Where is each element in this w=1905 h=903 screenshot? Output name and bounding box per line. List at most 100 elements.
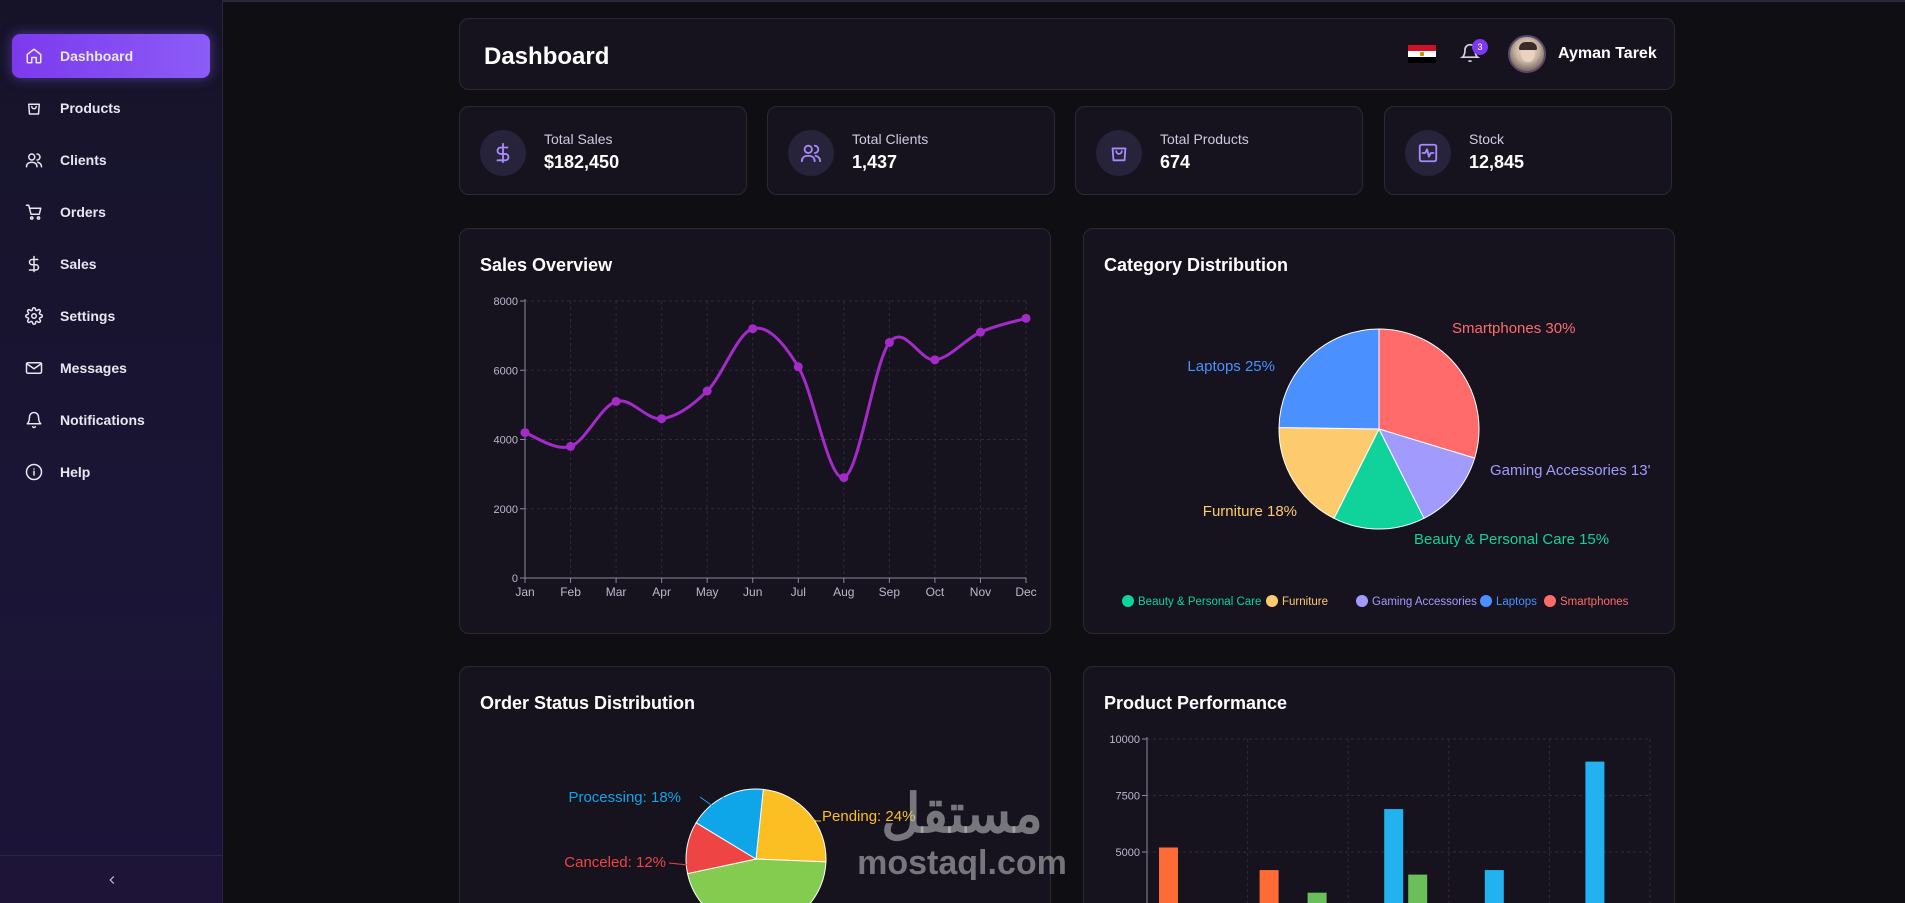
legend-item[interactable]: Furniture [1282, 596, 1328, 608]
performance-bar[interactable] [1484, 870, 1504, 903]
category-distribution-title: Category Distribution [1104, 255, 1289, 275]
sidebar-item-label: Dashboard [60, 48, 134, 64]
legend-item[interactable]: Smartphones [1560, 596, 1629, 608]
sidebar-item-orders[interactable]: Orders [12, 190, 210, 234]
legend-item[interactable]: Beauty & Personal Care [1138, 596, 1261, 608]
sidebar-nav: Dashboard Products Clients Orders Sales … [0, 0, 222, 494]
y-tick-label: 6000 [494, 365, 518, 377]
y-tick-label: 8000 [494, 296, 518, 308]
sidebar-item-sales[interactable]: Sales [12, 242, 210, 286]
sales-point[interactable] [793, 362, 803, 372]
sidebar-item-label: Orders [60, 204, 106, 220]
stat-label: Stock [1469, 131, 1505, 147]
sidebar-item-notifications[interactable]: Notifications [12, 398, 210, 442]
sidebar: Dashboard Products Clients Orders Sales … [0, 0, 223, 903]
page-title: Dashboard [484, 43, 610, 70]
sidebar-item-settings[interactable]: Settings [12, 294, 210, 338]
legend-swatch [1122, 595, 1134, 607]
legend-item[interactable]: Laptops [1496, 596, 1537, 608]
sidebar-item-dashboard[interactable]: Dashboard [12, 34, 210, 78]
stat-card-total-products[interactable]: Total Products 674 [1075, 106, 1363, 195]
sidebar-item-label: Clients [60, 152, 107, 168]
performance-bar[interactable] [1384, 809, 1404, 903]
legend-item[interactable]: Gaming Accessories [1372, 596, 1477, 608]
watermark-arabic: مستقل [881, 784, 1043, 844]
info-icon [24, 462, 44, 482]
sales-point[interactable] [975, 327, 985, 337]
performance-bar[interactable] [1259, 870, 1279, 903]
pie-slice-gaming-accessories[interactable] [1378, 428, 1476, 519]
pie-label: Gaming Accessories 13' [1490, 462, 1651, 479]
sidebar-item-products[interactable]: Products [12, 86, 210, 130]
pie-label: Pending: 24% [822, 808, 915, 825]
leader-line-canceled [668, 862, 708, 868]
notifications-button[interactable] [1459, 43, 1482, 65]
performance-bar[interactable] [1585, 761, 1605, 903]
y-tick-label: 4000 [494, 435, 518, 447]
language-flag-icon[interactable] [1408, 45, 1436, 63]
bell-icon [24, 410, 44, 430]
sales-overview-chart: 0 2000 4000 6000 8000 Jan Feb Mar Apr May Jun Jul Au… [494, 296, 1037, 599]
bell-icon [1459, 43, 1481, 63]
performance-bar[interactable] [1307, 892, 1327, 903]
product-performance-title: Product Performance [1104, 693, 1288, 713]
stat-value: 12,845 [1469, 152, 1525, 172]
sales-point[interactable] [520, 428, 530, 438]
sidebar-item-clients[interactable]: Clients [12, 138, 210, 182]
x-tick-label: Jan [515, 585, 534, 599]
sidebar-item-label: Settings [60, 308, 116, 324]
x-tick-label: Aug [833, 585, 854, 599]
x-tick-label: Feb [560, 585, 581, 599]
stat-card-stock[interactable]: Stock 12,845 [1384, 106, 1672, 195]
pie-slice-laptops[interactable] [1278, 328, 1380, 430]
x-tick-label: Sep [879, 585, 901, 599]
x-tick-label: Dec [1015, 585, 1036, 599]
sidebar-item-messages[interactable]: Messages [12, 346, 210, 390]
sales-line [524, 316, 1027, 480]
performance-bar[interactable] [1159, 847, 1178, 903]
sidebar-item-label: Notifications [60, 412, 145, 428]
stat-label: Total Products [1160, 131, 1249, 147]
activity-icon [1405, 130, 1451, 176]
order-status-chart: Pending: 24% Canceled: 12% Processing: 18% [564, 788, 915, 903]
sales-point[interactable] [884, 338, 894, 348]
sales-point[interactable] [748, 324, 758, 334]
sales-point[interactable] [839, 473, 849, 483]
stat-card-total-sales[interactable]: Total Sales $182,450 [459, 106, 747, 195]
pie-slice-pending[interactable] [755, 788, 827, 863]
x-tick-label: Nov [970, 585, 991, 599]
sales-point[interactable] [657, 414, 667, 424]
user-name[interactable]: Ayman Tarek [1558, 45, 1657, 62]
sidebar-item-label: Sales [60, 256, 97, 272]
legend-swatch [1266, 595, 1278, 607]
stat-card-total-clients[interactable]: Total Clients 1,437 [767, 106, 1055, 195]
dollar-icon [480, 130, 526, 176]
category-distribution-panel: Category Distribution Smartphones 30% Gam… [1083, 228, 1675, 634]
performance-bar[interactable] [1408, 874, 1428, 903]
stat-value: 1,437 [852, 152, 898, 172]
sales-point[interactable] [611, 396, 621, 406]
chevron-left-icon [108, 875, 114, 884]
pie-slice-delivered[interactable] [686, 858, 827, 903]
pie-slice-beauty-personal-care[interactable] [1333, 427, 1425, 530]
mail-icon [24, 358, 44, 378]
avatar[interactable] [1508, 35, 1546, 73]
leader-line-pending [803, 812, 821, 822]
sales-point[interactable] [566, 441, 576, 451]
sales-point[interactable] [1021, 313, 1031, 323]
y-tick-label: 5000 [1116, 847, 1140, 859]
sidebar-item-label: Help [60, 464, 91, 480]
order-status-panel: Order Status Distribution Pending: 24% Ca… [459, 666, 1051, 903]
home-icon [24, 46, 44, 66]
pie-slice-smartphones[interactable] [1378, 328, 1480, 459]
sales-point[interactable] [930, 355, 940, 365]
notification-count-badge: 3 [1472, 39, 1488, 55]
stat-value: 674 [1160, 152, 1191, 172]
dollar-icon [24, 254, 44, 274]
watermark-latin: mostaql.com [857, 844, 1067, 880]
sidebar-collapse-button[interactable] [0, 855, 223, 903]
sales-point[interactable] [702, 386, 712, 396]
pie-slice-furniture[interactable] [1278, 426, 1380, 519]
y-tick-label: 7500 [1116, 791, 1140, 803]
sidebar-item-help[interactable]: Help [12, 450, 210, 494]
